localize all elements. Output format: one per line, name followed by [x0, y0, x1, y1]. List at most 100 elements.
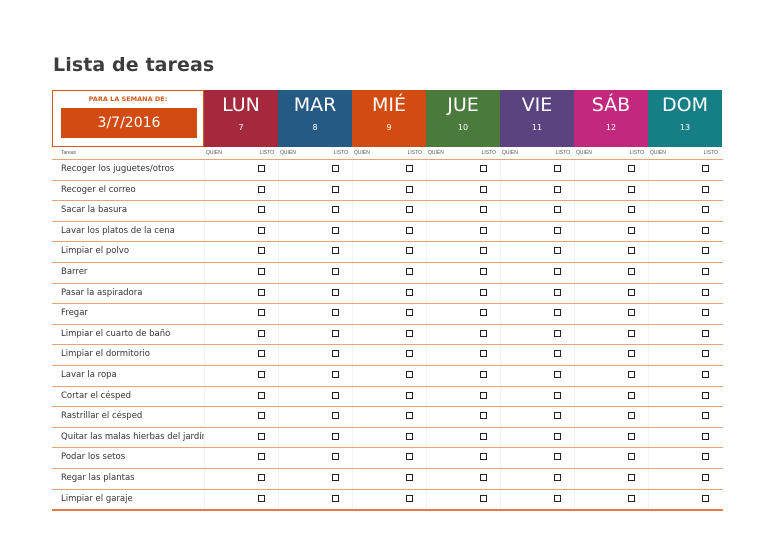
done-checkbox[interactable] [554, 309, 561, 317]
day-cell[interactable] [278, 262, 352, 283]
done-checkbox[interactable] [480, 391, 487, 399]
done-checkbox[interactable] [628, 391, 635, 399]
done-checkbox[interactable] [406, 329, 413, 337]
day-cell[interactable] [500, 468, 574, 489]
done-checkbox[interactable] [406, 288, 413, 296]
done-checkbox[interactable] [480, 494, 487, 502]
day-cell[interactable] [352, 489, 426, 510]
day-cell[interactable] [574, 386, 648, 407]
done-checkbox[interactable] [702, 309, 709, 317]
done-checkbox[interactable] [628, 329, 635, 337]
day-cell[interactable] [500, 345, 574, 365]
done-checkbox[interactable] [258, 329, 265, 337]
done-checkbox[interactable] [554, 247, 561, 255]
day-cell[interactable] [352, 386, 426, 407]
done-checkbox[interactable] [480, 165, 487, 172]
done-checkbox[interactable] [258, 473, 265, 481]
day-cell[interactable] [574, 160, 648, 180]
done-checkbox[interactable] [554, 453, 561, 461]
done-checkbox[interactable] [480, 206, 487, 214]
day-cell[interactable] [352, 201, 426, 221]
day-cell[interactable] [574, 345, 648, 365]
day-cell[interactable] [648, 427, 722, 448]
done-checkbox[interactable] [258, 247, 265, 255]
done-checkbox[interactable] [406, 391, 413, 399]
done-checkbox[interactable] [406, 267, 413, 275]
done-checkbox[interactable] [554, 391, 561, 399]
day-cell[interactable] [278, 180, 352, 201]
done-checkbox[interactable] [628, 247, 635, 255]
day-cell[interactable] [278, 365, 352, 386]
done-checkbox[interactable] [480, 185, 487, 193]
day-cell[interactable] [648, 160, 722, 180]
day-cell[interactable] [500, 262, 574, 283]
day-cell[interactable] [278, 427, 352, 448]
done-checkbox[interactable] [332, 329, 339, 337]
done-checkbox[interactable] [406, 350, 413, 358]
day-cell[interactable] [352, 468, 426, 489]
day-cell[interactable] [574, 180, 648, 201]
done-checkbox[interactable] [258, 391, 265, 399]
done-checkbox[interactable] [332, 309, 339, 317]
day-cell[interactable] [500, 304, 574, 324]
day-cell[interactable] [278, 407, 352, 427]
day-cell[interactable] [648, 180, 722, 201]
done-checkbox[interactable] [406, 247, 413, 255]
day-cell[interactable] [426, 448, 500, 468]
day-cell[interactable] [278, 283, 352, 304]
day-cell[interactable] [648, 468, 722, 489]
day-cell[interactable] [648, 324, 722, 345]
day-cell[interactable] [500, 386, 574, 407]
done-checkbox[interactable] [554, 185, 561, 193]
done-checkbox[interactable] [554, 206, 561, 214]
done-checkbox[interactable] [258, 432, 265, 440]
done-checkbox[interactable] [406, 185, 413, 193]
day-cell[interactable] [352, 283, 426, 304]
day-cell[interactable] [426, 201, 500, 221]
day-cell[interactable] [500, 221, 574, 242]
day-cell[interactable] [426, 407, 500, 427]
day-cell[interactable] [574, 365, 648, 386]
done-checkbox[interactable] [554, 165, 561, 172]
done-checkbox[interactable] [258, 453, 265, 461]
day-cell[interactable] [352, 324, 426, 345]
day-cell[interactable] [500, 365, 574, 386]
done-checkbox[interactable] [628, 432, 635, 440]
done-checkbox[interactable] [258, 226, 265, 234]
day-cell[interactable] [648, 407, 722, 427]
day-cell[interactable] [204, 407, 278, 427]
day-cell[interactable] [352, 262, 426, 283]
done-checkbox[interactable] [332, 370, 339, 378]
done-checkbox[interactable] [628, 165, 635, 172]
done-checkbox[interactable] [332, 350, 339, 358]
day-cell[interactable] [204, 386, 278, 407]
done-checkbox[interactable] [702, 165, 709, 172]
day-cell[interactable] [204, 324, 278, 345]
done-checkbox[interactable] [628, 453, 635, 461]
day-cell[interactable] [352, 448, 426, 468]
done-checkbox[interactable] [480, 453, 487, 461]
done-checkbox[interactable] [628, 473, 635, 481]
day-cell[interactable] [204, 427, 278, 448]
done-checkbox[interactable] [406, 473, 413, 481]
day-cell[interactable] [648, 448, 722, 468]
done-checkbox[interactable] [332, 185, 339, 193]
done-checkbox[interactable] [258, 309, 265, 317]
done-checkbox[interactable] [406, 206, 413, 214]
done-checkbox[interactable] [332, 412, 339, 420]
day-cell[interactable] [278, 242, 352, 262]
done-checkbox[interactable] [480, 329, 487, 337]
day-cell[interactable] [500, 489, 574, 510]
done-checkbox[interactable] [702, 473, 709, 481]
day-cell[interactable] [500, 283, 574, 304]
day-cell[interactable] [574, 407, 648, 427]
done-checkbox[interactable] [554, 473, 561, 481]
day-cell[interactable] [648, 221, 722, 242]
done-checkbox[interactable] [628, 309, 635, 317]
day-cell[interactable] [648, 242, 722, 262]
done-checkbox[interactable] [332, 247, 339, 255]
day-cell[interactable] [574, 427, 648, 448]
day-cell[interactable] [648, 345, 722, 365]
done-checkbox[interactable] [702, 226, 709, 234]
day-cell[interactable] [500, 201, 574, 221]
